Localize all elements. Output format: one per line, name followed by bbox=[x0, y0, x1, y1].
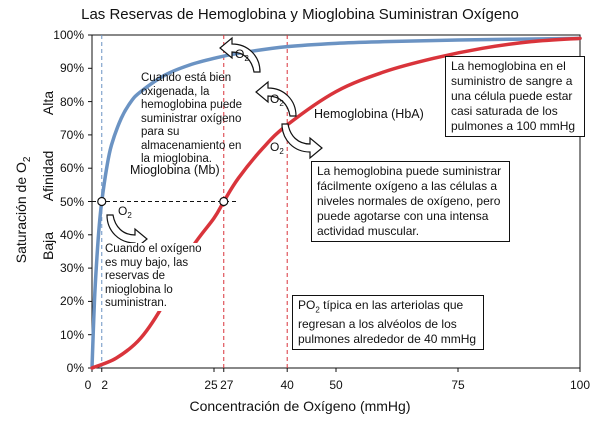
y-axis-label-text: Saturación de O bbox=[13, 162, 30, 264]
cells-supply-box: La hemoglobina puede suministrar fácilme… bbox=[311, 161, 510, 242]
o2-arrow-down-1 bbox=[281, 123, 323, 160]
po2-box: PO2 típica en las arteriolas que regresa… bbox=[292, 295, 484, 351]
y-axis-label: Saturación de O2 bbox=[13, 135, 33, 285]
low-oxygen-note: Cuando el oxígeno es muy bajo, las reser… bbox=[105, 243, 215, 311]
hemoglobin-curve-label: Hemoglobina (HbA) bbox=[314, 107, 424, 121]
x-tick-label: 100 bbox=[569, 378, 591, 392]
y-axis-label-sub: 2 bbox=[21, 156, 33, 163]
x-tick-label: 25 bbox=[204, 378, 218, 392]
myoglobin-curve bbox=[90, 36, 582, 370]
y-tick-label: 40% bbox=[59, 227, 84, 242]
o2-label-3: O2 bbox=[270, 140, 284, 156]
y-tick-label: 20% bbox=[59, 294, 84, 309]
half-saturation-marker bbox=[97, 196, 107, 207]
o2-arrow-up-2 bbox=[255, 80, 297, 117]
po2-text: típica en las arteriolas que regresan a … bbox=[298, 298, 477, 347]
well-oxygenated-note: Cuando está bien oxigenada, la hemoglobi… bbox=[141, 72, 243, 165]
y-tick-label: 90% bbox=[59, 61, 84, 76]
x-axis-label: Concentración de Oxígeno (mmHg) bbox=[189, 398, 411, 414]
half-saturation-marker bbox=[219, 196, 229, 207]
x-tick-label: 27 bbox=[220, 378, 234, 392]
affinity-high-label: Alta bbox=[40, 90, 56, 116]
y-tick-label: 50% bbox=[59, 194, 84, 209]
x-tick-label: 40 bbox=[280, 378, 294, 392]
x-tick-label: 2 bbox=[101, 378, 109, 392]
chart-title: Las Reservas de Hemoglobina y Mioglobina… bbox=[81, 6, 519, 23]
y-tick-label: 70% bbox=[59, 127, 84, 142]
y-tick-label: 60% bbox=[59, 161, 84, 176]
o2-arrow-up-1 bbox=[219, 36, 261, 73]
hemoglobin-curve bbox=[90, 36, 582, 370]
y-tick-label: 80% bbox=[59, 94, 84, 109]
o2-label-4: O2 bbox=[118, 204, 132, 220]
o2-label-1: O2 bbox=[235, 47, 249, 63]
blood-supply-box: La hemoglobina en el suministro de sangr… bbox=[445, 56, 585, 137]
po2-prefix: PO bbox=[298, 298, 316, 312]
affinity-low-label: Baja bbox=[40, 231, 56, 261]
x-tick-label: 0 bbox=[84, 378, 92, 392]
y-tick-label: 10% bbox=[59, 327, 84, 342]
po2-sub: 2 bbox=[315, 305, 320, 315]
x-tick-label: 50 bbox=[329, 378, 343, 392]
o2-label-2: O2 bbox=[270, 92, 284, 108]
affinity-label: Afinidad bbox=[40, 150, 56, 202]
myoglobin-curve-label: Mioglobina (Mb) bbox=[130, 163, 220, 177]
y-tick-label: 30% bbox=[59, 261, 84, 276]
x-tick-label: 75 bbox=[451, 378, 465, 392]
y-tick-label: 0% bbox=[66, 361, 84, 375]
y-tick-label: 100% bbox=[53, 28, 84, 42]
